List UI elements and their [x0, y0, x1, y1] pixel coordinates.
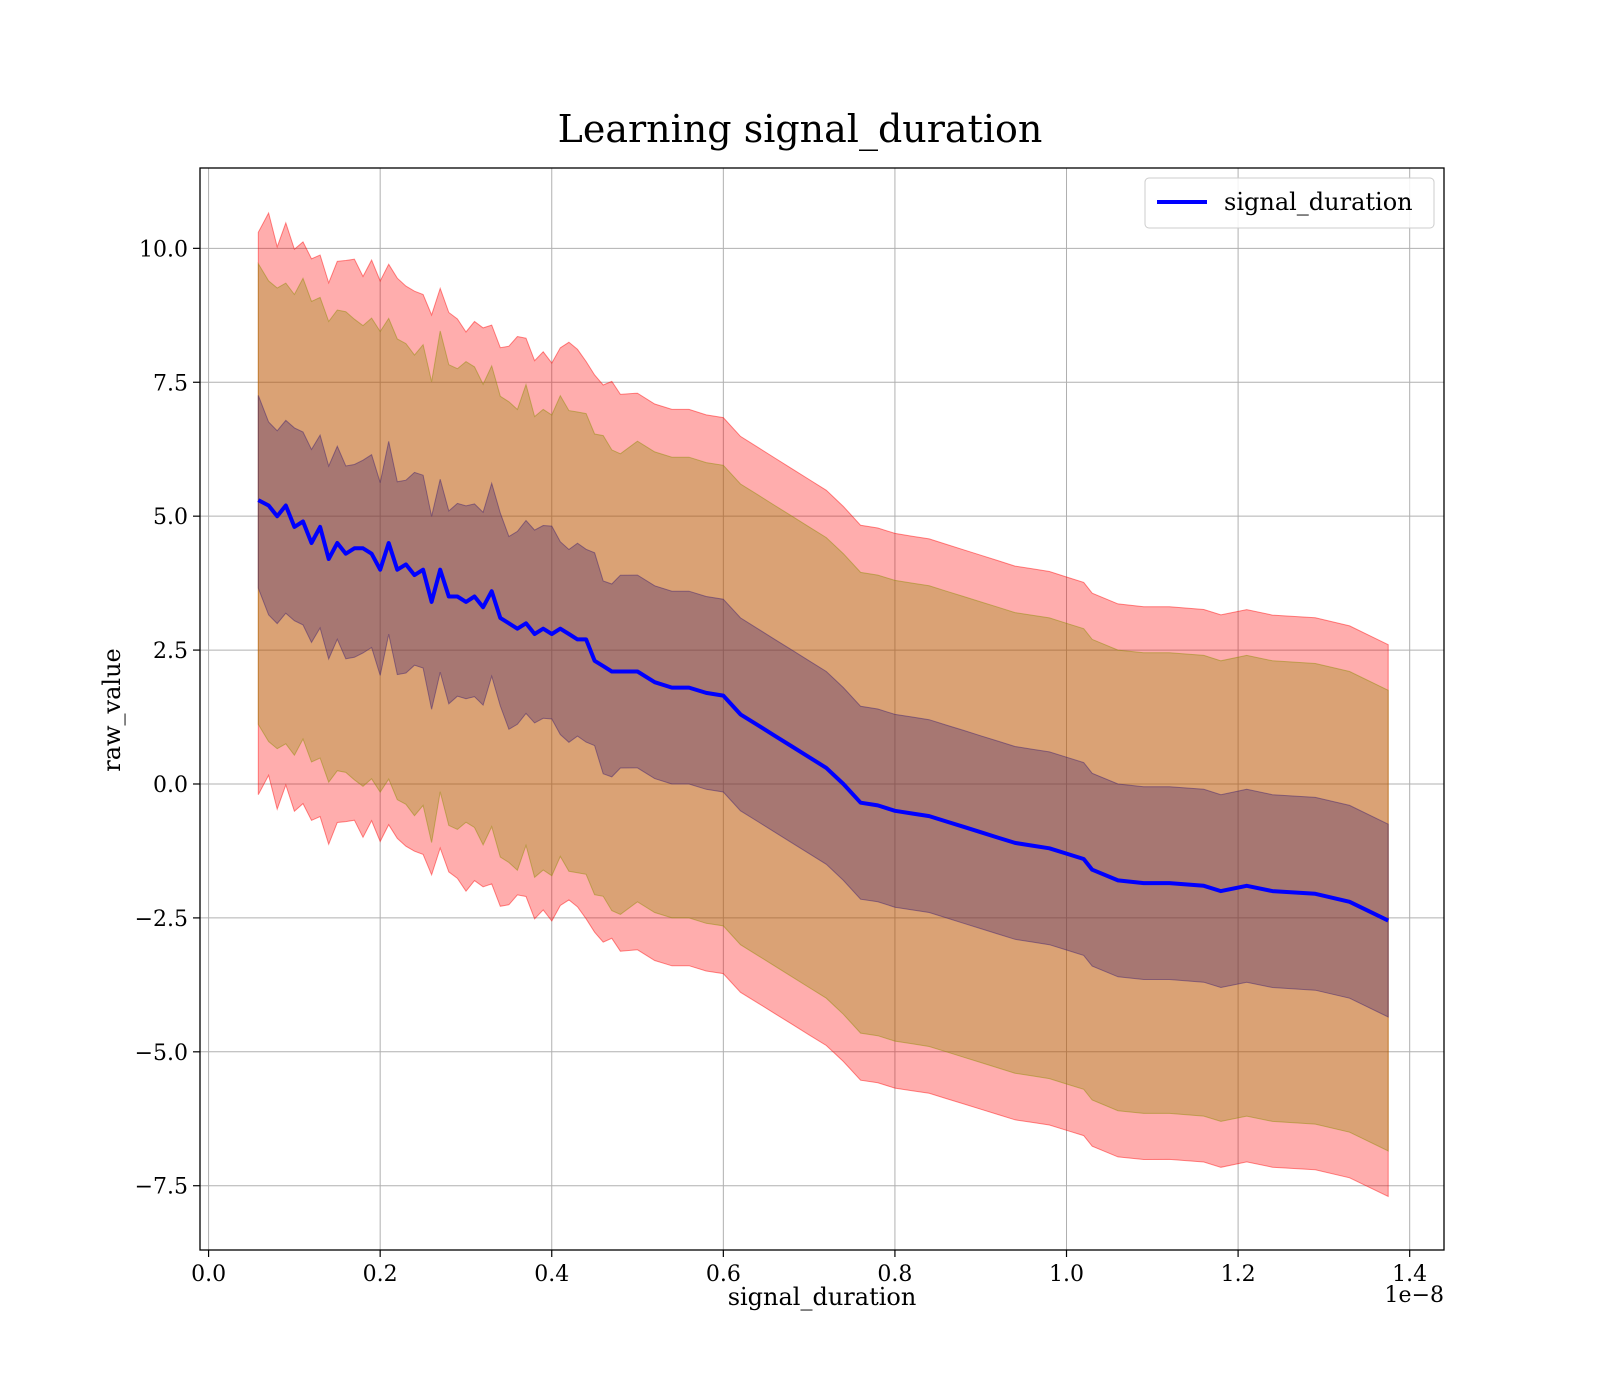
x-tick-label: 0.6	[706, 1262, 741, 1287]
x-axis-title: signal_duration	[728, 1283, 917, 1311]
chart-title: Learning signal_duration	[558, 107, 1043, 152]
x-tick-label: 1.2	[1221, 1262, 1256, 1287]
legend-label-signal-duration: signal_duration	[1224, 188, 1413, 216]
y-axis-title: raw_value	[98, 648, 126, 772]
y-tick-label: −7.5	[135, 1175, 188, 1200]
confidence-bands	[257, 211, 1389, 1198]
x-tick-label: 0.0	[191, 1262, 226, 1287]
y-tick-label: −5.0	[135, 1041, 188, 1066]
plot-frame	[199, 167, 1445, 1251]
y-axis-ticks: −7.5 −5.0 −2.5 0.0 2.5 5.0 7.5 10.0	[135, 237, 200, 1200]
confidence-band-1	[257, 211, 1389, 1198]
confidence-band-2	[257, 262, 1389, 1152]
series-lines	[257, 498, 1390, 923]
legend: signal_duration	[1144, 177, 1435, 229]
legend-box	[1144, 177, 1435, 229]
y-tick-label: 7.5	[153, 371, 188, 396]
y-tick-label: 10.0	[139, 237, 188, 262]
x-axis-ticks: 0.0 0.2 0.4 0.6 0.8 1.0 1.2 1.4	[191, 1250, 1427, 1287]
y-tick-label: 0.0	[153, 773, 188, 798]
grid	[200, 168, 1444, 1250]
x-tick-label: 1.0	[1049, 1262, 1084, 1287]
x-tick-label: 1.4	[1392, 1262, 1427, 1287]
x-tick-label: 0.4	[534, 1262, 569, 1287]
x-tick-label: 0.8	[877, 1262, 912, 1287]
y-tick-label: −2.5	[135, 907, 188, 932]
y-tick-label: 5.0	[153, 505, 188, 530]
x-tick-label: 0.2	[363, 1262, 398, 1287]
x-axis-offset-label: 1e−8	[1385, 1283, 1444, 1308]
confidence-band-3	[257, 395, 1389, 1018]
y-tick-label: 2.5	[153, 639, 188, 664]
series-line-signal-duration	[257, 498, 1390, 923]
